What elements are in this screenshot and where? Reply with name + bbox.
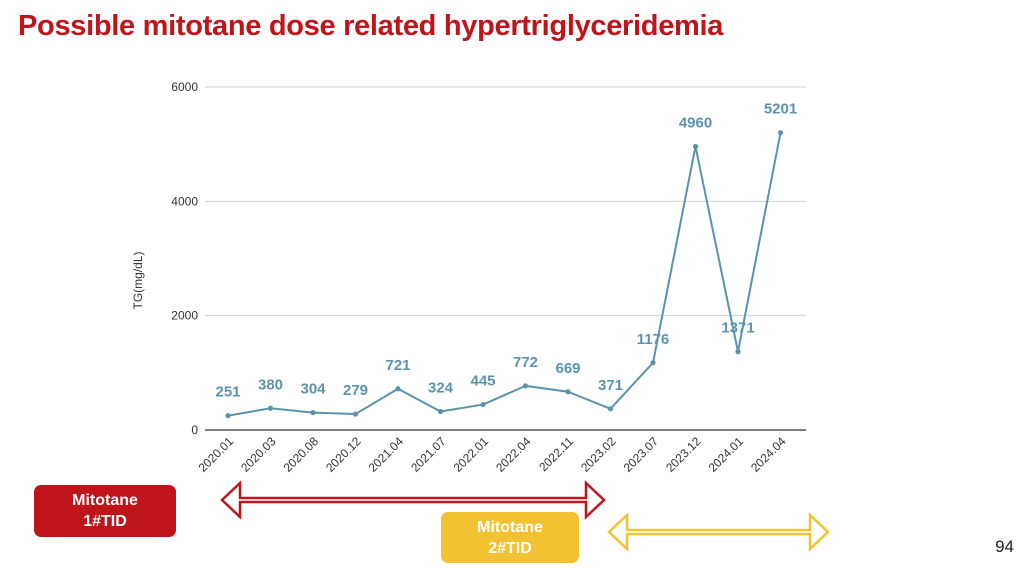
x-tick-label: 2020.01: [196, 434, 237, 475]
y-tick-label: 6000: [171, 80, 198, 94]
data-label: 279: [343, 382, 368, 399]
data-label: 5201: [764, 101, 797, 118]
y-tick-label: 2000: [171, 309, 198, 323]
data-label: 304: [300, 381, 326, 398]
data-label: 4960: [679, 114, 712, 131]
x-tick-label: 2023.12: [663, 434, 704, 475]
data-point: [522, 383, 529, 389]
data-point: [565, 389, 571, 395]
data-label: 721: [385, 357, 410, 374]
data-label: 380: [258, 376, 283, 393]
data-point: [352, 411, 359, 417]
data-point: [267, 405, 274, 411]
data-point: [735, 349, 741, 355]
y-axis-label: TG(mg/dL): [131, 251, 145, 309]
mitotane-2-tid-label: Mitotane 2#TID: [441, 512, 579, 563]
x-tick-label: 2020.12: [323, 434, 364, 475]
series-line: [227, 132, 782, 417]
page-number: 94: [995, 537, 1014, 556]
data-label: 1176: [637, 331, 670, 348]
slide-title: Possible mitotane dose related hypertrig…: [18, 10, 724, 42]
data-point: [650, 360, 656, 366]
mitotane-1-tid-label: Mitotane 1#TID: [34, 485, 176, 537]
y-tick-label: 0: [191, 423, 198, 437]
data-point: [480, 401, 486, 408]
x-tick-label: 2020.03: [238, 434, 279, 475]
x-tick-label: 2020.08: [281, 434, 322, 475]
x-tick-label: 2021.04: [366, 434, 407, 475]
data-point: [437, 408, 444, 415]
x-tick-label: 2021.07: [408, 434, 449, 475]
data-label: 1371: [721, 320, 754, 337]
data-label: 324: [428, 379, 454, 396]
data-label: 772: [513, 354, 538, 371]
data-point: [692, 143, 699, 150]
x-tick-label: 2023.02: [578, 434, 619, 475]
y-tick-label: 4000: [171, 194, 198, 208]
x-tick-label: 2024.04: [748, 434, 789, 475]
mitotane-1-tid-arrow: [220, 480, 606, 520]
x-tick-label: 2022.01: [451, 434, 492, 475]
data-label: 251: [215, 384, 240, 401]
data-label: 669: [555, 360, 580, 377]
data-point: [395, 386, 401, 392]
data-point: [777, 130, 784, 136]
data-label: 445: [470, 373, 495, 390]
data-label: 371: [598, 377, 623, 394]
data-point: [225, 413, 231, 419]
data-point: [310, 410, 316, 416]
x-tick-label: 2023.07: [621, 434, 662, 475]
x-tick-label: 2022.11: [536, 434, 576, 474]
mitotane-2-tid-arrow: [607, 512, 830, 552]
data-point: [607, 406, 614, 412]
x-tick-label: 2024.01: [706, 434, 747, 475]
x-tick-label: 2022.04: [493, 434, 534, 475]
